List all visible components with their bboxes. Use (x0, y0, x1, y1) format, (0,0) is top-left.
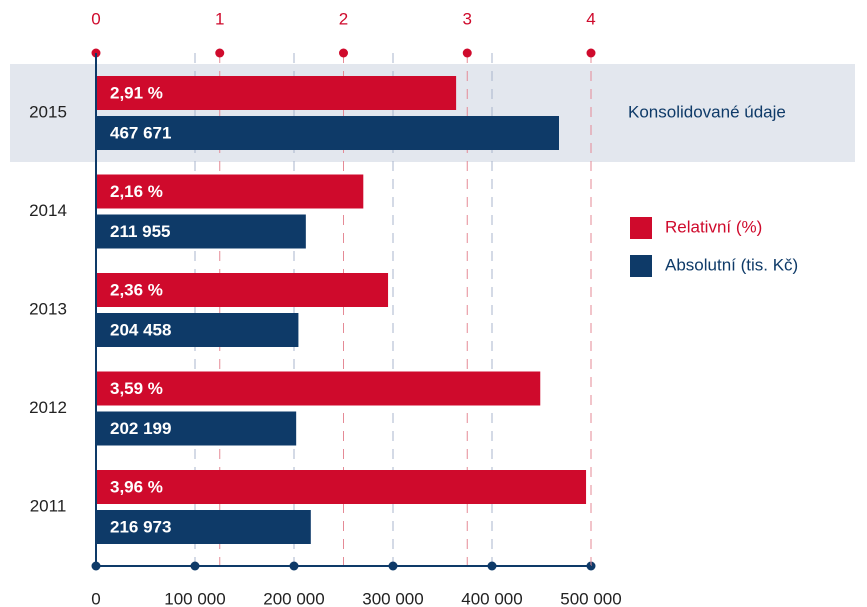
bar-value-label: 202 199 (110, 419, 171, 438)
x2-tick-dot (215, 48, 225, 58)
bar (96, 371, 541, 406)
x2-tick-dot (462, 48, 472, 58)
bar (96, 470, 587, 504)
x2-tick-label: 2 (339, 9, 348, 28)
x2-tick-label: 0 (91, 9, 100, 28)
bar (96, 273, 389, 307)
legend-swatch (630, 217, 652, 239)
annotation: Konsolidované údaje (628, 102, 786, 121)
bar-value-label: 2,16 % (110, 182, 163, 201)
x2-tick-label: 4 (586, 9, 595, 28)
bar (96, 174, 364, 209)
y-tick-label: 2011 (30, 497, 67, 516)
bar-value-label: 3,59 % (110, 379, 163, 398)
x2-tick-dot (586, 48, 596, 58)
y-tick-label: 2014 (29, 201, 67, 220)
y-tick-label: 2012 (29, 398, 67, 417)
legend-swatch (630, 255, 652, 277)
bar-value-label: 2,36 % (110, 280, 163, 299)
x2-tick-dot (339, 48, 348, 58)
x-tick-label: 300 000 (362, 589, 423, 607)
legend-label: Relativní (%) (665, 217, 762, 236)
bar-value-label: 467 671 (110, 123, 171, 142)
bar-value-label: 2,91 % (110, 83, 163, 102)
x-tick-label: 400 000 (461, 589, 522, 607)
x-tick-label: 200 000 (263, 589, 324, 607)
x-tick-label: 500 000 (560, 589, 621, 607)
bar-value-label: 211 955 (110, 222, 171, 241)
x-tick-label: 0 (91, 589, 100, 607)
bar (96, 411, 297, 446)
x2-tick-label: 1 (215, 9, 224, 28)
y-tick-label: 2015 (29, 103, 67, 122)
bar (96, 76, 457, 110)
x-tick-label: 100 000 (164, 589, 225, 607)
y-tick-label: 2013 (29, 300, 67, 319)
x2-tick-label: 3 (463, 9, 472, 28)
bar-value-label: 3,96 % (110, 477, 163, 496)
bar (96, 313, 299, 347)
bar (96, 214, 306, 249)
bar (96, 510, 311, 544)
bar-value-label: 204 458 (110, 320, 171, 339)
legend-label: Absolutní (tis. Kč) (665, 255, 798, 274)
bar (96, 116, 559, 150)
bar-value-label: 216 973 (110, 517, 171, 536)
